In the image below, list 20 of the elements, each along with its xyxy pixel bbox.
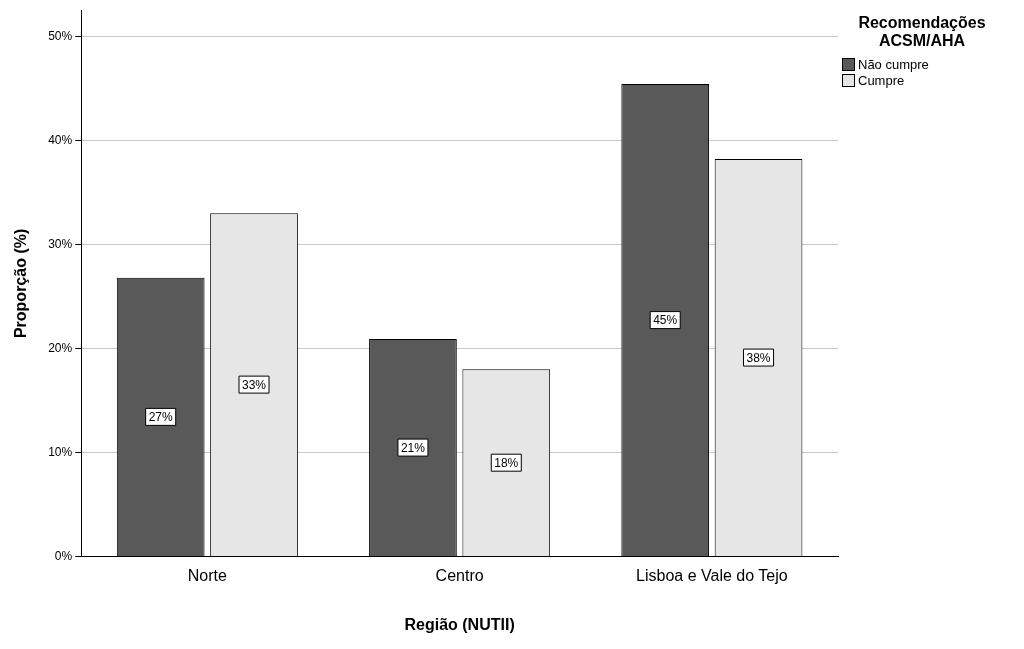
y-tick-label: 30% xyxy=(48,236,73,251)
y-tick-label: 0% xyxy=(54,548,73,563)
data-label: 45% xyxy=(653,313,678,328)
y-tick-label: 10% xyxy=(48,444,73,459)
data-label: 21% xyxy=(400,440,426,455)
y-tick-label: 40% xyxy=(48,132,73,147)
data-label: 38% xyxy=(746,350,771,365)
legend-label: Não cumpre xyxy=(858,56,929,72)
legend-title: Recomendações ACSM/AHA xyxy=(857,14,987,50)
data-label: 18% xyxy=(494,455,519,470)
y-axis-title: Proporção (%) xyxy=(12,228,30,339)
y-tick-label: 20% xyxy=(48,340,73,355)
data-label: 33% xyxy=(242,377,267,392)
y-tick-label: 50% xyxy=(48,28,73,43)
x-axis-title: Região (NUTII) xyxy=(404,615,515,633)
x-tick-label: Norte xyxy=(187,566,228,584)
x-tick-label: Centro xyxy=(435,566,484,584)
legend-label: Cumpre xyxy=(858,72,905,88)
x-tick-label: Lisboa e Vale do Tejo xyxy=(636,566,788,584)
data-label: 27% xyxy=(148,410,174,425)
